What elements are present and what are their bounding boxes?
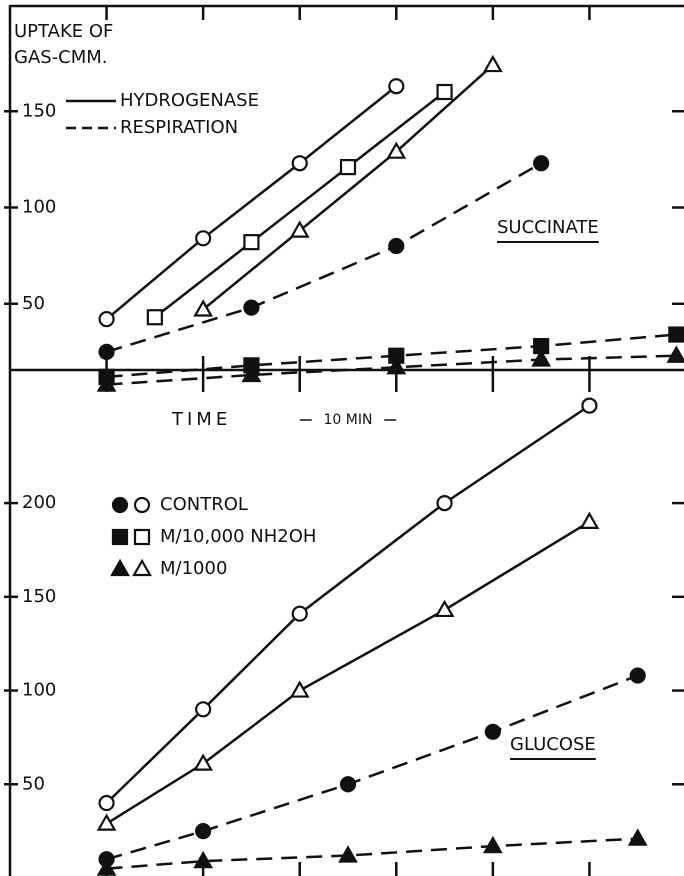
marker (193, 850, 214, 869)
marker (388, 78, 405, 95)
scale-label-bg (311, 408, 385, 432)
legend-label: RESPIRATION (120, 117, 238, 138)
marker (111, 528, 129, 546)
series-line (106, 837, 638, 870)
marker (96, 858, 117, 876)
series-line (106, 162, 542, 354)
marker (581, 397, 598, 414)
y-label: UPTAKE OF (14, 21, 113, 42)
marker (193, 299, 214, 317)
marker (195, 701, 212, 718)
marker (243, 234, 260, 251)
legend-label: M/10,000 NH2OH (160, 526, 316, 547)
series-line (154, 91, 446, 319)
scale-label: 10 MIN (324, 412, 373, 428)
marker (436, 494, 453, 512)
marker (388, 237, 405, 255)
marker (339, 158, 357, 176)
marker (243, 299, 260, 316)
y-label: GAS-CMM. (14, 47, 108, 68)
marker (132, 558, 152, 577)
series-line (106, 674, 639, 861)
marker (434, 599, 455, 618)
y-tick-label: 50 (22, 773, 45, 794)
marker (436, 83, 453, 101)
marker (146, 309, 163, 326)
marker (195, 823, 212, 840)
marker (668, 326, 684, 343)
marker (289, 220, 310, 238)
series-line (202, 64, 494, 311)
legend-label: CONTROL (160, 494, 248, 515)
marker (289, 680, 310, 698)
y-tick-label: 100 (22, 197, 56, 218)
marker (96, 813, 117, 831)
series-line (105, 85, 398, 321)
marker (133, 528, 151, 546)
x-label: TIME (171, 409, 231, 430)
marker (193, 753, 214, 771)
marker (241, 364, 262, 383)
marker (386, 357, 407, 375)
marker (627, 828, 648, 846)
marker (666, 345, 684, 363)
marker (484, 723, 501, 740)
y-tick-label: 150 (22, 586, 56, 607)
marker (291, 605, 308, 622)
marker (98, 343, 115, 360)
annotation: GLUCOSE (510, 734, 596, 755)
y-tick-label: 100 (22, 680, 56, 701)
y-tick-label: 50 (22, 293, 45, 314)
marker (338, 845, 358, 863)
marker (386, 141, 407, 159)
marker (111, 496, 129, 514)
y-tick-label: 150 (22, 100, 56, 121)
marker (98, 794, 115, 812)
marker (482, 835, 503, 854)
legend-label: HYDROGENASE (120, 90, 259, 111)
marker (629, 667, 646, 684)
annotation: SUCCINATE (497, 217, 599, 238)
legend-label: M/1000 (160, 558, 227, 579)
marker (533, 155, 550, 172)
marker (291, 155, 308, 172)
marker (133, 496, 151, 514)
marker (110, 558, 130, 577)
marker (579, 511, 600, 529)
marker (96, 374, 117, 392)
marker (339, 776, 357, 793)
marker (482, 54, 503, 73)
marker (531, 349, 552, 367)
marker (98, 311, 115, 328)
marker (195, 230, 212, 247)
y-tick-label: 200 (22, 492, 56, 513)
